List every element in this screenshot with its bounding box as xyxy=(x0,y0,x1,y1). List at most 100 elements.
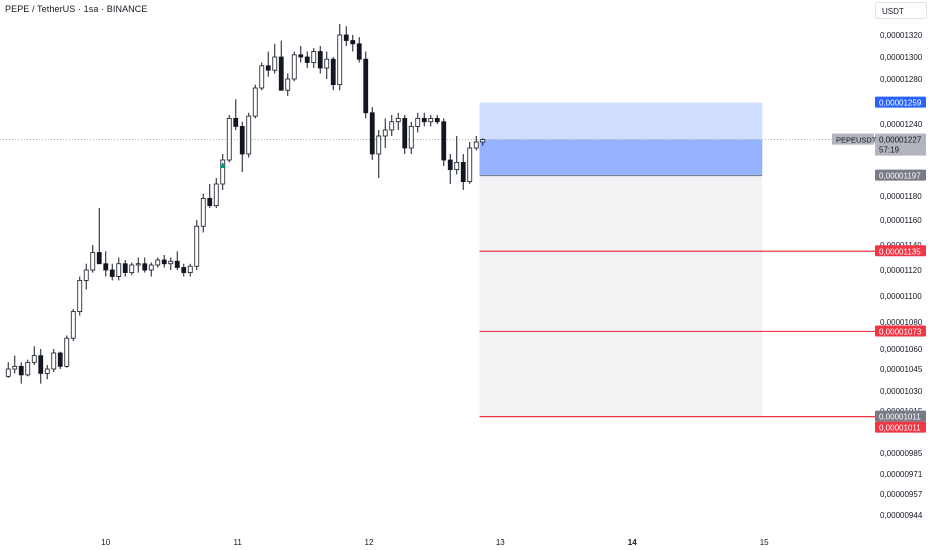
candle-up-body xyxy=(408,126,414,149)
position-tool-zones[interactable] xyxy=(479,102,763,417)
candle-up-body xyxy=(83,269,89,281)
markers xyxy=(219,162,226,168)
candle xyxy=(239,121,245,172)
candle xyxy=(148,262,154,277)
y-tick-label: 0,00000971 xyxy=(880,470,923,479)
price-label-text: 0,00001073 xyxy=(879,327,922,336)
candle-up-body xyxy=(51,352,57,370)
price-label-text: 0,00001197 xyxy=(879,172,921,181)
candle-up-body xyxy=(31,355,37,363)
y-tick-label: 0,00001240 xyxy=(880,120,923,129)
candle xyxy=(402,115,408,154)
candle-up-body xyxy=(194,225,200,267)
symbol-tag: PEPEUSDT xyxy=(836,136,877,145)
candle xyxy=(337,24,343,91)
candle xyxy=(246,112,252,158)
candle xyxy=(408,121,414,154)
candle xyxy=(116,257,122,281)
candle xyxy=(64,335,70,368)
candle xyxy=(213,178,219,208)
candle-down-body xyxy=(38,355,44,374)
y-tick-label: 0,00001180 xyxy=(880,192,922,201)
x-axis[interactable]: 10 11 12 13 14 15 xyxy=(101,538,769,547)
candle-up-body xyxy=(473,141,479,149)
candle xyxy=(369,107,375,160)
candle-down-body xyxy=(317,51,323,69)
candle-up-body xyxy=(5,368,11,377)
candle-down-body xyxy=(447,159,453,171)
candle-up-body xyxy=(272,56,278,71)
candle xyxy=(376,130,382,178)
price-label-bg xyxy=(875,410,926,422)
candle-down-body xyxy=(278,56,284,91)
price-label-text: 0,00001011 xyxy=(879,413,921,422)
candle-up-body xyxy=(389,121,395,131)
y-tick-label: 0,00001160 xyxy=(880,216,922,225)
candle-up-body xyxy=(25,361,31,376)
candle xyxy=(395,112,401,130)
currency-selector[interactable]: USDT xyxy=(875,2,927,19)
price-label-bg xyxy=(875,421,926,433)
y-axis[interactable]: 0,00001320 0,00001300 0,00001280 0,00001240… xyxy=(880,31,923,520)
candle-up-body xyxy=(324,58,330,69)
candle xyxy=(363,51,369,119)
candle xyxy=(31,346,37,365)
y-tick-label: 0,00001120 xyxy=(880,266,922,275)
price-label: 0,00001197 xyxy=(875,169,926,181)
candle xyxy=(122,260,128,277)
candle-up-body xyxy=(382,129,388,137)
candle xyxy=(12,355,18,374)
candle xyxy=(480,138,486,146)
candle xyxy=(324,51,330,79)
candle xyxy=(38,349,44,384)
candle xyxy=(285,73,291,96)
stop-zone[interactable] xyxy=(479,175,763,417)
candle-up-body xyxy=(155,259,161,266)
candle-down-body xyxy=(174,260,180,268)
target-zone[interactable] xyxy=(479,102,763,176)
candle-up-body xyxy=(226,117,232,161)
y-tick-label: 0,00001320 xyxy=(880,31,923,40)
y-tick-label: 0,00001045 xyxy=(880,365,923,374)
candle xyxy=(259,62,265,91)
price-label-text: 0,00001135 xyxy=(879,247,921,256)
candle xyxy=(83,263,89,290)
y-tick-label: 0,00000985 xyxy=(880,449,923,458)
candle xyxy=(57,351,63,369)
candle xyxy=(103,251,109,277)
candle-down-body xyxy=(343,34,349,41)
candle-down-body xyxy=(402,117,408,149)
y-tick-label: 0,00000944 xyxy=(880,511,923,520)
candle xyxy=(129,262,135,276)
candle-down-body xyxy=(304,56,310,63)
candle-down-body xyxy=(57,352,63,367)
candle xyxy=(415,112,421,133)
candle xyxy=(298,46,304,63)
candle xyxy=(421,112,427,127)
candle xyxy=(70,309,76,341)
candle xyxy=(265,51,271,77)
candle-up-body xyxy=(428,117,434,123)
horizontal-levels[interactable] xyxy=(479,250,876,418)
candle xyxy=(142,257,148,273)
y-tick-label: 0,00001300 xyxy=(880,53,923,62)
price-label: 0,00001073 xyxy=(875,325,926,337)
candle xyxy=(311,48,317,68)
price-label: 0,00001011 xyxy=(875,421,926,433)
candle-up-body xyxy=(291,54,297,80)
candle-down-body xyxy=(161,259,167,265)
candle xyxy=(168,257,174,270)
candle xyxy=(350,35,356,52)
y-tick-label: 0,00001060 xyxy=(880,345,923,354)
price-labels: 0,000012590,0000122757:19PEPEUSDT0,00001… xyxy=(832,96,926,433)
candle xyxy=(18,362,24,384)
candle-up-body xyxy=(187,265,193,273)
candle xyxy=(233,99,239,130)
candle-up-body xyxy=(395,117,401,123)
candle xyxy=(278,40,284,91)
candle xyxy=(428,115,434,127)
candle xyxy=(200,193,206,233)
candle-up-body xyxy=(44,368,50,374)
candle xyxy=(161,255,167,268)
